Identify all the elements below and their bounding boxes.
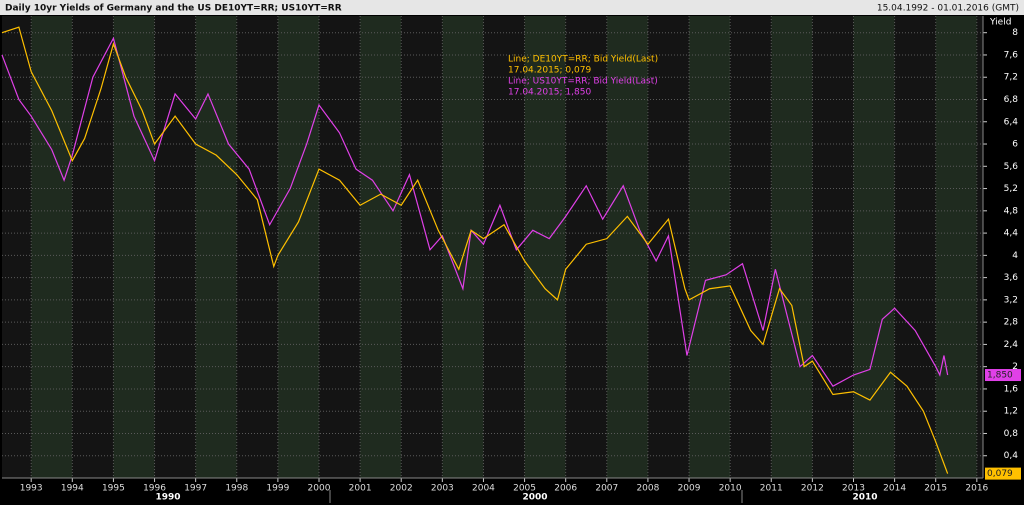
y-tick-label: 0,4 bbox=[1004, 451, 1019, 461]
year-band bbox=[976, 16, 983, 478]
year-band bbox=[730, 16, 772, 478]
x-tick-label: 1996 bbox=[143, 484, 166, 494]
year-band bbox=[72, 16, 114, 478]
year-band bbox=[689, 16, 731, 478]
header-bar bbox=[0, 0, 1024, 15]
year-band bbox=[401, 16, 443, 478]
year-band bbox=[236, 16, 278, 478]
x-tick-label: 2006 bbox=[554, 484, 577, 494]
last-value-label: 0,079 bbox=[987, 469, 1013, 479]
year-band bbox=[195, 16, 237, 478]
y-tick-label: 6 bbox=[1012, 140, 1018, 150]
y-tick-label: 1,2 bbox=[1004, 407, 1018, 417]
year-band bbox=[647, 16, 690, 478]
y-tick-label: 4,8 bbox=[1004, 206, 1019, 216]
y-tick-label: 4 bbox=[1012, 251, 1018, 261]
x-tick-label: 2001 bbox=[349, 484, 372, 494]
year-band bbox=[113, 16, 155, 478]
x-tick-label: 2003 bbox=[431, 484, 454, 494]
last-value-tag bbox=[985, 467, 1021, 480]
y-axis-label: Yield bbox=[989, 18, 1011, 28]
x-tick-label: 1997 bbox=[184, 484, 207, 494]
y-tick-label: 5,2 bbox=[1004, 184, 1018, 194]
year-band bbox=[524, 16, 566, 478]
x-tick-label: 2007 bbox=[595, 484, 618, 494]
year-band bbox=[606, 16, 648, 478]
year-band bbox=[565, 16, 607, 478]
y-tick-label: 7,6 bbox=[1004, 50, 1019, 60]
chart-title: Daily 10yr Yields of Germany and the US … bbox=[5, 4, 342, 14]
y-tick-label: 6,4 bbox=[1004, 117, 1019, 127]
year-band bbox=[2, 16, 32, 478]
year-band bbox=[894, 16, 936, 478]
x-tick-label: 2004 bbox=[472, 484, 495, 494]
year-band bbox=[771, 16, 813, 478]
x-tick-label: 1993 bbox=[20, 484, 43, 494]
x-tick-label: 2009 bbox=[678, 484, 701, 494]
year-band bbox=[483, 16, 525, 478]
annotation: Line; DE10YT=RR; Bid Yield(Last) bbox=[508, 55, 658, 65]
x-tick-label: 2015 bbox=[924, 484, 947, 494]
y-tick-label: 3,6 bbox=[1004, 273, 1019, 283]
y-tick-label: 0,8 bbox=[1004, 429, 1019, 439]
year-band bbox=[360, 16, 402, 478]
annotation: 17.04.2015; 0,079 bbox=[508, 66, 591, 76]
x-tick-label: 2005 bbox=[513, 484, 536, 494]
last-value-label: 1,850 bbox=[987, 371, 1013, 381]
year-band bbox=[31, 16, 73, 478]
y-tick-label: 8 bbox=[1012, 28, 1018, 38]
year-band bbox=[154, 16, 196, 478]
y-tick-label: 4,4 bbox=[1004, 229, 1019, 239]
x-tick-label: 2014 bbox=[883, 484, 906, 494]
y-tick-label: 1,6 bbox=[1004, 384, 1019, 394]
decade-label: 2010 bbox=[852, 493, 877, 503]
x-tick-label: 2010 bbox=[719, 484, 742, 494]
y-tick-label: 2,4 bbox=[1004, 340, 1019, 350]
x-tick-label: 2016 bbox=[965, 484, 988, 494]
annotation: 17.04.2015; 1,850 bbox=[508, 88, 591, 98]
x-tick-label: 2008 bbox=[636, 484, 659, 494]
series-line bbox=[1, 36, 949, 387]
year-band bbox=[318, 16, 361, 478]
x-tick-label: 1994 bbox=[61, 484, 84, 494]
y-tick-label: 7,2 bbox=[1004, 73, 1018, 83]
x-tick-label: 2011 bbox=[760, 484, 783, 494]
y-tick-label: 5,6 bbox=[1004, 162, 1019, 172]
plot-area bbox=[1, 16, 983, 478]
y-tick-label: 2 bbox=[1012, 362, 1018, 372]
annotation: Line; US10YT=RR; Bid Yield(Last) bbox=[508, 77, 658, 87]
year-band bbox=[442, 16, 484, 478]
year-band bbox=[277, 16, 319, 478]
x-tick-label: 2000 bbox=[308, 484, 331, 494]
x-tick-label: 2013 bbox=[842, 484, 865, 494]
year-band bbox=[812, 16, 854, 478]
last-value-tag bbox=[985, 369, 1021, 382]
year-band bbox=[853, 16, 895, 478]
x-tick-label: 2002 bbox=[390, 484, 413, 494]
series-line bbox=[1, 26, 949, 474]
decade-label: 1990 bbox=[155, 493, 180, 503]
year-band bbox=[935, 16, 977, 478]
x-tick-label: 1998 bbox=[225, 484, 248, 494]
x-tick-label: 1995 bbox=[102, 484, 125, 494]
y-tick-label: 3,2 bbox=[1004, 295, 1018, 305]
x-tick-label: 1999 bbox=[266, 484, 289, 494]
y-tick-label: 2,8 bbox=[1004, 318, 1019, 328]
date-range: 15.04.1992 - 01.01.2016 (GMT) bbox=[877, 4, 1019, 14]
decade-label: 2000 bbox=[522, 493, 547, 503]
x-tick-label: 2012 bbox=[801, 484, 824, 494]
y-tick-label: 6,8 bbox=[1004, 95, 1019, 105]
